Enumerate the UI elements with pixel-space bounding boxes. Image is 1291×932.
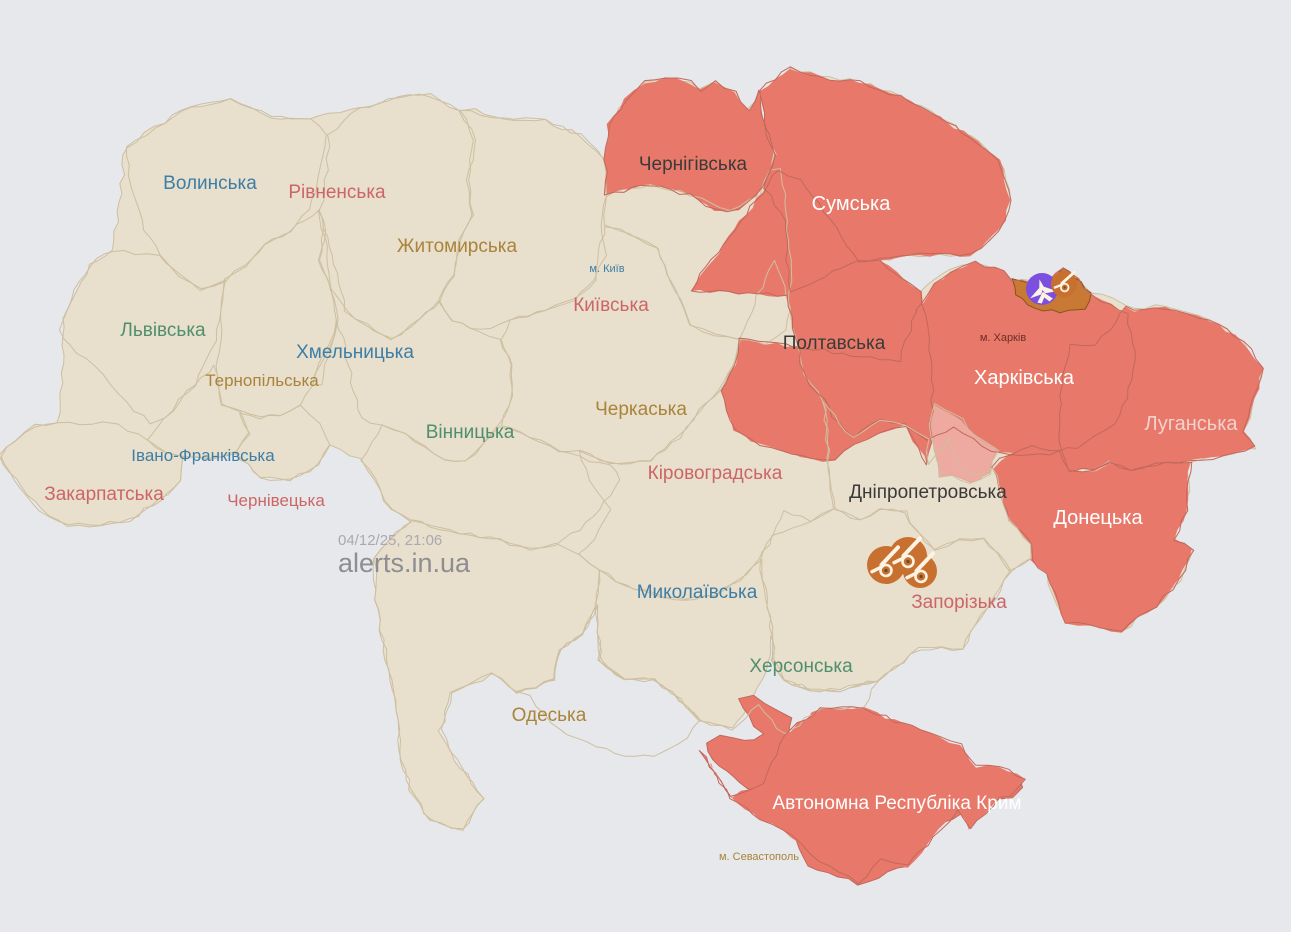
svg-text:Херсонська: Херсонська [749, 656, 853, 677]
svg-text:м. Київ: м. Київ [589, 263, 624, 275]
svg-text:м. Харків: м. Харків [980, 332, 1027, 344]
svg-text:Харківська: Харківська [974, 367, 1075, 389]
svg-text:Автономна Республіка Крим: Автономна Республіка Крим [773, 793, 1022, 814]
svg-text:Чернівецька: Чернівецька [227, 491, 325, 510]
svg-text:Полтавська: Полтавська [783, 333, 886, 354]
svg-text:Луганська: Луганська [1144, 413, 1238, 435]
svg-text:Донецька: Донецька [1053, 507, 1143, 529]
svg-text:Одеська: Одеська [512, 705, 587, 726]
svg-text:Сумська: Сумська [812, 193, 892, 215]
svg-text:Тернопільська: Тернопільська [205, 371, 319, 390]
svg-text:Івано-Франківська: Івано-Франківська [131, 446, 275, 465]
svg-text:Запорізька: Запорізька [911, 592, 1007, 613]
svg-text:Київська: Київська [573, 295, 649, 316]
svg-text:м. Севастополь: м. Севастополь [719, 851, 799, 863]
svg-text:Черкаська: Черкаська [595, 399, 687, 420]
svg-text:Миколаївська: Миколаївська [637, 582, 758, 603]
svg-text:Вінницька: Вінницька [426, 422, 515, 443]
svg-text:Кіровоградська: Кіровоградська [648, 463, 783, 484]
svg-text:Закарпатська: Закарпатська [44, 484, 164, 505]
svg-text:Волинська: Волинська [163, 173, 257, 194]
svg-text:Житомирська: Житомирська [397, 236, 518, 257]
svg-text:Дніпропетровська: Дніпропетровська [849, 482, 1007, 503]
svg-text:Рівненська: Рівненська [288, 182, 386, 203]
svg-text:Львівська: Львівська [120, 320, 206, 341]
svg-text:Хмельницька: Хмельницька [296, 342, 414, 363]
svg-text:Чернігівська: Чернігівська [639, 154, 748, 175]
